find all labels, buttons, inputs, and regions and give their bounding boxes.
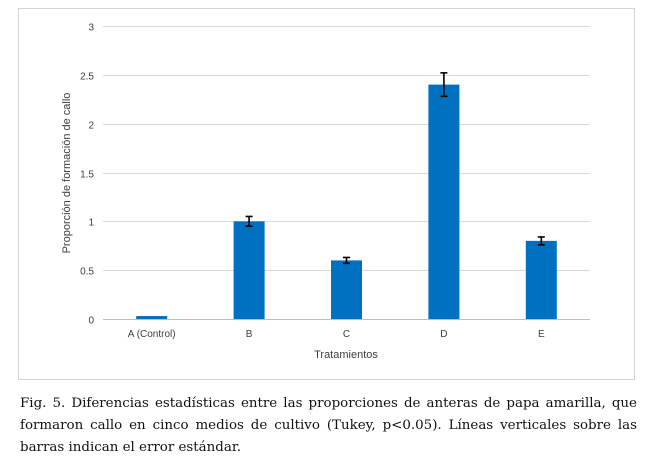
x-axis-title: Tratamientos <box>314 349 378 361</box>
y-tick-label: 1.5 <box>80 170 94 181</box>
y-tick-labels: 0 0.5 1 1.5 2 2.5 3 <box>80 23 94 327</box>
y-tick-label: 2 <box>88 121 94 132</box>
y-tick-label: 1 <box>88 218 94 229</box>
error-bars <box>245 72 545 265</box>
y-tick-label: 3 <box>88 23 94 34</box>
chart-frame: 0 0.5 1 1.5 2 2.5 3 A (Control) B C D E Tratamient… <box>18 8 635 380</box>
bar <box>136 316 168 319</box>
x-tick-label: C <box>343 329 350 340</box>
bar <box>331 260 362 319</box>
x-tick-label: B <box>246 329 253 340</box>
error-bar <box>537 236 545 246</box>
bar <box>233 221 265 319</box>
bar-chart: 0 0.5 1 1.5 2 2.5 3 A (Control) B C D E Tratamient… <box>61 23 590 361</box>
x-tick-label: A (Control) <box>128 329 176 340</box>
bar <box>428 84 460 319</box>
error-bar <box>440 72 448 98</box>
error-bar <box>343 256 350 265</box>
x-tick-label: E <box>538 329 545 340</box>
y-tick-label: 0 <box>88 316 94 327</box>
figure-caption: Fig. 5. Diferencias estadísticas entre l… <box>20 396 637 455</box>
error-bar <box>245 215 253 228</box>
y-tick-label: 2.5 <box>80 72 94 83</box>
y-axis-title: Proporción de formación de callo <box>61 93 73 254</box>
bars <box>136 84 557 319</box>
x-tick-label: D <box>440 329 447 340</box>
gridlines <box>103 26 590 320</box>
x-tick-labels: A (Control) B C D E <box>128 329 545 340</box>
bar <box>525 240 557 319</box>
y-tick-label: 0.5 <box>80 267 94 278</box>
